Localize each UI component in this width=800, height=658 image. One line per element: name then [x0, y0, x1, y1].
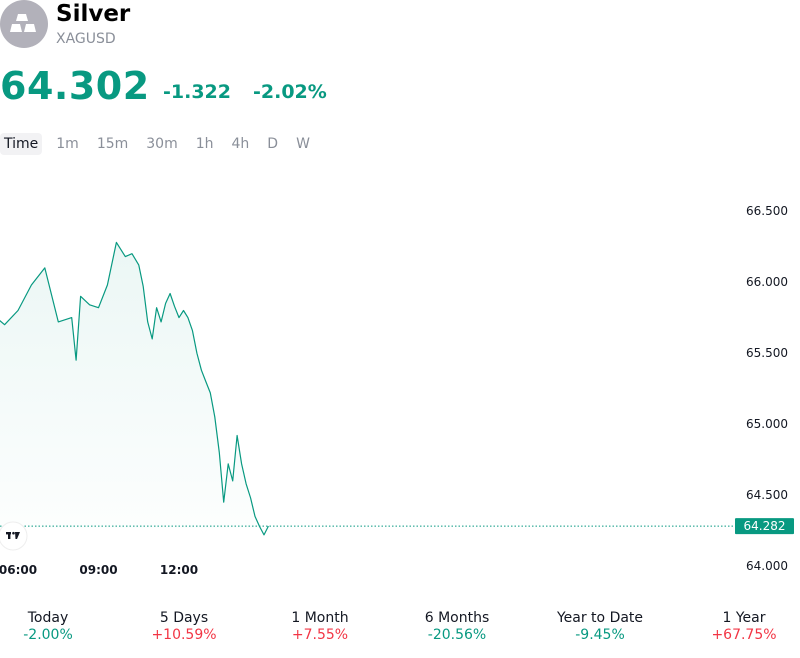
period-value: +10.59%: [151, 627, 217, 643]
price-chart[interactable]: 66.500 66.000 65.500 65.000 64.500 64.000 06:…: [0, 160, 800, 580]
y-tick-label: 65.500: [746, 346, 788, 360]
interval-4h[interactable]: 4h: [231, 136, 250, 152]
symbol-header: Silver XAGUSD: [0, 0, 400, 50]
interval-30m[interactable]: 30m: [146, 136, 178, 152]
instrument-name: Silver: [56, 1, 131, 27]
interval-selector: Time 1m 15m 30m 1h 4h D W: [0, 132, 324, 156]
price-change: -1.322: [163, 81, 231, 103]
period-label: 1 Year: [722, 610, 766, 626]
last-price-label: 64.282: [744, 519, 786, 533]
y-tick-label: 64.000: [746, 559, 788, 573]
period-label: Today: [27, 610, 69, 626]
period-5-days[interactable]: 5 Days +10.59%: [124, 610, 244, 643]
period-label: 6 Months: [424, 610, 490, 626]
period-today[interactable]: Today -2.00%: [0, 610, 108, 643]
interval-1m[interactable]: 1m: [56, 136, 79, 152]
period-value: -2.00%: [23, 627, 73, 643]
period-1-month[interactable]: 1 Month +7.55%: [260, 610, 380, 643]
silver-bars-icon: [0, 0, 48, 48]
interval-15m[interactable]: 15m: [96, 136, 129, 152]
price-line: [0, 241, 269, 536]
x-tick-label: 06:00: [0, 563, 37, 577]
interval-d[interactable]: D: [267, 136, 279, 152]
x-tick-label: 12:00: [160, 563, 198, 577]
price-change-percent: -2.02%: [253, 81, 327, 103]
instrument-ticker: XAGUSD: [56, 31, 116, 47]
period-value: +7.55%: [291, 627, 349, 643]
period-value: +67.75%: [711, 627, 777, 643]
tradingview-logo-icon[interactable]: [0, 521, 28, 551]
period-value: -9.45%: [575, 627, 625, 643]
performance-periods: Today -2.00% 5 Days +10.59% 1 Month +7.5…: [0, 610, 800, 650]
period-value: -20.56%: [427, 627, 487, 643]
period-1-year[interactable]: 1 Year +67.75%: [684, 610, 800, 643]
interval-w[interactable]: W: [296, 136, 310, 152]
y-tick-label: 64.500: [746, 488, 788, 502]
period-year-to-date[interactable]: Year to Date -9.45%: [540, 610, 660, 643]
y-tick-label: 65.000: [746, 417, 788, 431]
price-area-fill: [0, 242, 269, 535]
y-tick-label: 66.500: [746, 204, 788, 218]
period-6-months[interactable]: 6 Months -20.56%: [397, 610, 517, 643]
last-price-badge: [735, 518, 794, 535]
period-label: 5 Days: [159, 610, 209, 626]
period-label: 1 Month: [291, 610, 349, 626]
period-label: Year to Date: [556, 610, 644, 626]
x-tick-label: 09:00: [79, 563, 117, 577]
interval-1h[interactable]: 1h: [195, 136, 214, 152]
last-price: 64.302: [0, 64, 150, 108]
y-tick-label: 66.000: [746, 275, 788, 289]
interval-time[interactable]: Time: [0, 133, 43, 155]
